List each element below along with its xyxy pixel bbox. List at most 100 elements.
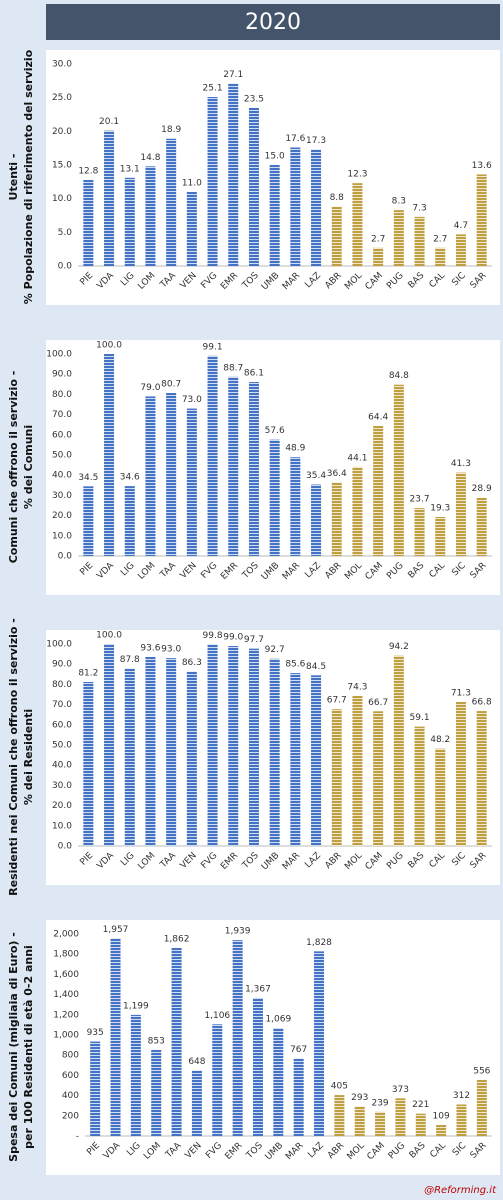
bar <box>252 997 263 1136</box>
value-label: 84.5 <box>306 662 326 672</box>
bar <box>331 206 342 266</box>
value-label: 59.1 <box>410 713 430 723</box>
bar <box>393 384 404 556</box>
value-label: 373 <box>392 1085 409 1095</box>
bar <box>124 668 135 846</box>
y-tick-label: 80.0 <box>52 680 72 690</box>
value-label: 1,069 <box>265 1015 291 1025</box>
value-label: 99.0 <box>223 633 243 643</box>
value-label: 93.6 <box>140 643 160 653</box>
value-label: 18.9 <box>161 125 181 135</box>
bar <box>331 482 342 556</box>
bar <box>104 354 115 556</box>
bar <box>186 191 197 266</box>
bar <box>228 376 239 556</box>
bar <box>248 107 259 267</box>
y-axis-label: % Popolazione di riferimento del servizi… <box>22 49 35 304</box>
y-tick-label: 20.0 <box>52 511 72 521</box>
bar <box>124 177 135 266</box>
y-axis-label: Comuni che offrono il servizio - <box>7 371 20 564</box>
bar <box>395 1098 406 1136</box>
value-label: 648 <box>188 1057 205 1067</box>
value-label: 1,862 <box>164 934 190 944</box>
bar <box>290 673 301 846</box>
y-tick-label: 400 <box>62 1091 79 1101</box>
value-label: 1,199 <box>123 1001 149 1011</box>
y-tick-label: 1,200 <box>53 1010 79 1020</box>
value-label: 80.7 <box>161 379 181 389</box>
value-label: 28.9 <box>472 484 492 494</box>
bar <box>269 439 280 556</box>
bar <box>83 486 94 556</box>
bar <box>269 658 280 846</box>
y-tick-label: 80.0 <box>52 390 72 400</box>
value-label: 1,367 <box>245 984 271 994</box>
value-label: 35.4 <box>306 471 326 481</box>
value-label: 935 <box>87 1028 104 1038</box>
value-label: 79.0 <box>140 383 160 393</box>
y-tick-label: 15.0 <box>52 161 72 171</box>
value-label: 27.1 <box>223 70 243 80</box>
bar <box>130 1014 141 1136</box>
bar <box>455 234 466 266</box>
bar <box>293 1058 304 1136</box>
bar <box>311 149 322 266</box>
y-axis-label: Residenti nei Comuni che offrono il serv… <box>7 618 20 896</box>
value-label: 8.8 <box>330 193 345 203</box>
bar <box>273 1028 284 1136</box>
bar <box>166 138 177 266</box>
bar <box>476 1079 487 1136</box>
bar <box>373 425 384 556</box>
bar <box>166 658 177 846</box>
bar <box>456 1104 467 1136</box>
value-label: 17.6 <box>285 134 305 144</box>
value-label: 73.0 <box>182 395 202 405</box>
value-label: 36.4 <box>327 469 347 479</box>
y-tick-label: 30.0 <box>52 491 72 501</box>
value-label: 66.7 <box>368 698 388 708</box>
value-label: 86.1 <box>244 369 264 379</box>
value-label: 93.0 <box>161 645 181 655</box>
bar <box>436 1124 447 1136</box>
bar <box>476 174 487 266</box>
bar <box>83 179 94 266</box>
value-label: 1,106 <box>204 1011 230 1021</box>
value-label: 44.1 <box>347 453 367 463</box>
bar <box>375 1111 386 1136</box>
bar <box>435 517 446 556</box>
bar <box>352 695 363 846</box>
bar <box>83 681 94 846</box>
bar <box>104 130 115 266</box>
bar <box>269 165 280 266</box>
value-label: 405 <box>331 1082 348 1092</box>
y-tick-label: 100.0 <box>46 350 72 360</box>
y-tick-label: 60.0 <box>52 430 72 440</box>
value-label: 34.5 <box>78 473 98 483</box>
bar <box>212 1024 223 1136</box>
y-tick-label: - <box>76 1132 79 1142</box>
y-tick-label: 2,000 <box>53 930 79 940</box>
y-tick-label: 1,000 <box>53 1031 79 1041</box>
bar <box>415 1113 426 1136</box>
value-label: 84.8 <box>389 371 409 381</box>
value-label: 221 <box>412 1100 429 1110</box>
y-axis-label: % dei Comuni <box>22 425 35 509</box>
value-label: 1,957 <box>103 925 129 935</box>
bar <box>334 1095 345 1136</box>
bar <box>248 382 259 556</box>
bar <box>166 392 177 556</box>
y-tick-label: 10.0 <box>52 194 72 204</box>
y-axis-label: Spesa dei Comuni (migliaia di Euro) - <box>7 932 20 1162</box>
bar <box>393 655 404 846</box>
value-label: 312 <box>453 1091 470 1101</box>
value-label: 81.2 <box>78 668 98 678</box>
value-label: 853 <box>148 1036 165 1046</box>
y-tick-label: 90.0 <box>52 370 72 380</box>
bar <box>314 951 325 1136</box>
value-label: 2.7 <box>371 234 385 244</box>
bar <box>186 671 197 846</box>
y-tick-label: 100.0 <box>46 640 72 650</box>
value-label: 99.8 <box>203 631 223 641</box>
value-label: 48.2 <box>430 735 450 745</box>
